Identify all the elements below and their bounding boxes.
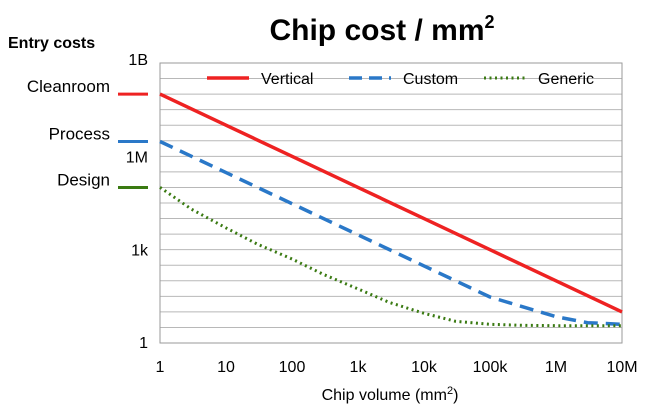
entry-cost-label: Cleanroom xyxy=(27,77,110,96)
y-tick-label: 1 xyxy=(139,335,148,352)
plot-area-frame xyxy=(159,62,623,344)
entry-cost-label: Process xyxy=(49,124,110,143)
x-tick-label: 100 xyxy=(279,359,306,376)
legend-label: Custom xyxy=(403,71,458,88)
y-tick-label: 1B xyxy=(128,52,148,69)
entry-costs-markers: Cleanroom Process Design xyxy=(27,77,148,189)
entry-cost-label: Design xyxy=(57,170,110,189)
x-tick-label: 1M xyxy=(545,359,567,376)
x-tick-label: 10M xyxy=(606,359,637,376)
series-line-custom xyxy=(159,139,623,327)
entry-costs-title: Entry costs xyxy=(8,35,95,52)
series-layer xyxy=(159,92,623,328)
y-tick-labels: 1 1k 1M 1B xyxy=(126,52,149,352)
legend-label: Vertical xyxy=(261,71,313,88)
series-line-vertical xyxy=(159,92,623,314)
series-line-generic xyxy=(159,186,622,328)
legend: Vertical Custom Generic xyxy=(207,71,594,88)
x-axis-label: Chip volume (mm2) xyxy=(322,385,459,404)
y-tick-label: 1M xyxy=(126,149,148,166)
x-tick-label: 1 xyxy=(156,359,165,376)
y-tick-label: 1k xyxy=(131,243,149,260)
x-tick-labels: 1 10 100 1k 10k 100k 1M 10M xyxy=(156,359,638,376)
x-tick-label: 1k xyxy=(350,359,368,376)
x-tick-label: 10k xyxy=(411,359,438,376)
x-tick-label: 10 xyxy=(217,359,235,376)
legend-label: Generic xyxy=(538,71,594,88)
x-tick-label: 100k xyxy=(473,359,509,376)
chart-title: Chip cost / mm2 xyxy=(269,12,494,47)
